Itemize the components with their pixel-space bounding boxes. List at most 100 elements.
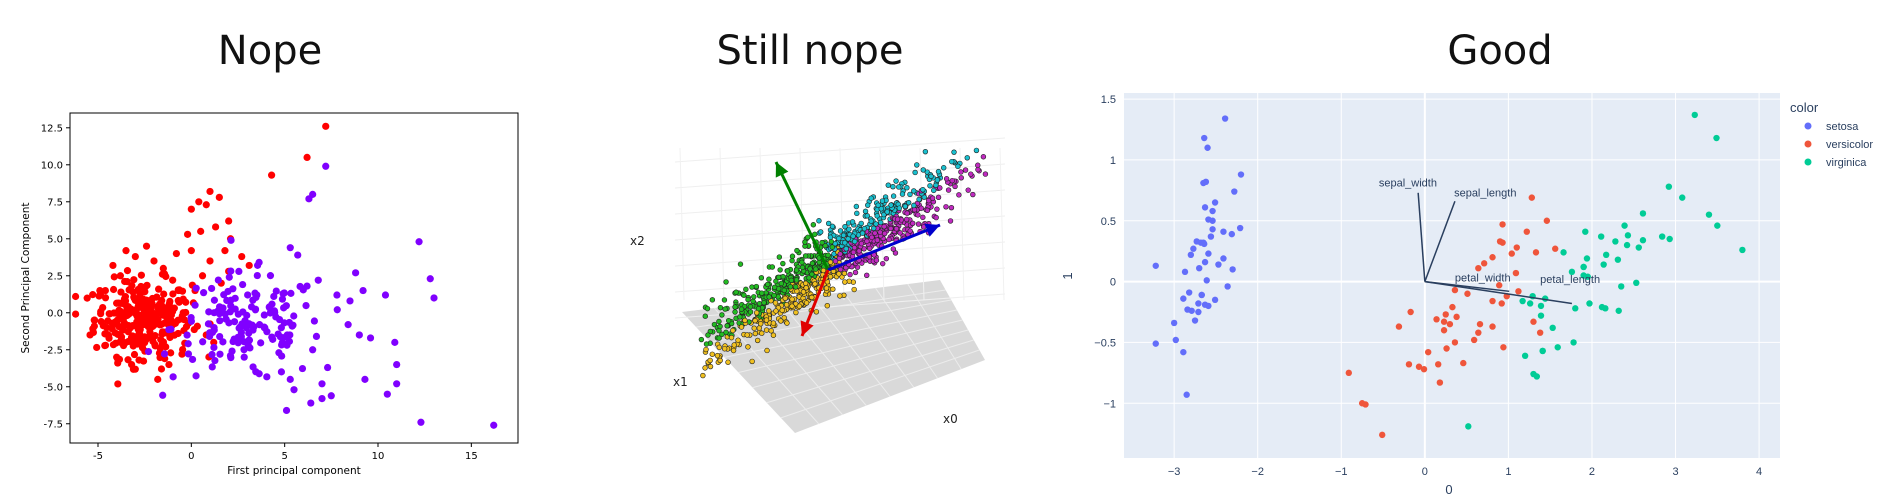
- right-point-virginica: [1658, 233, 1666, 240]
- left-point-purple: [366, 334, 375, 342]
- left-point-purple: [200, 289, 208, 297]
- left-point-red: [106, 310, 114, 318]
- left-point-red: [101, 294, 110, 302]
- title-right: Good: [1447, 28, 1553, 74]
- right-point-versicolor: [1433, 316, 1440, 323]
- left-point-red: [210, 338, 218, 346]
- left-point-red: [123, 311, 131, 320]
- mid-point-green: [737, 261, 744, 267]
- right-point-virginica: [1633, 279, 1640, 286]
- mid-back-grid: [674, 293, 1006, 319]
- left-point-purple: [160, 350, 169, 358]
- left-point-red: [198, 272, 207, 280]
- left-point-purple: [227, 267, 235, 275]
- left-point-red: [132, 296, 140, 304]
- left-point-purple: [263, 373, 271, 381]
- right-point-versicolor: [1528, 194, 1536, 201]
- right-point-virginica: [1530, 370, 1537, 378]
- right-point-setosa: [1224, 283, 1231, 290]
- left-point-red: [169, 290, 177, 298]
- left-point-red: [174, 286, 182, 294]
- mid-point-gold: [842, 279, 848, 285]
- mid-point-magenta: [943, 204, 949, 210]
- left-xtick-label: 10: [372, 451, 385, 462]
- left-point-purple: [227, 302, 235, 310]
- mid-point-green: [802, 239, 808, 245]
- right-point-virginica: [1519, 297, 1526, 305]
- right-point-versicolor: [1395, 323, 1403, 330]
- left-point-purple: [211, 356, 219, 365]
- left-point-purple: [302, 302, 310, 310]
- mid-point-gold: [770, 320, 777, 326]
- left-point-purple: [266, 272, 275, 280]
- right-ytick-label: 1: [1110, 155, 1116, 167]
- left-point-red: [169, 307, 177, 316]
- left-plot-frame: [69, 112, 519, 444]
- mid-point-green: [719, 312, 725, 318]
- left-point-purple: [286, 375, 294, 383]
- left-point-purple: [391, 338, 399, 346]
- right-ytick-label: 1.5: [1101, 94, 1116, 106]
- right-point-virginica: [1635, 244, 1642, 251]
- left-point-purple: [169, 373, 177, 381]
- mid-point-green: [709, 297, 716, 303]
- right-point-virginica: [1679, 194, 1686, 201]
- mid-point-gold: [700, 372, 706, 379]
- right-legend-marker-setosa: [1804, 122, 1812, 130]
- left-point-red: [135, 356, 143, 364]
- left-point-purple: [208, 350, 216, 359]
- right-point-setosa: [1236, 224, 1244, 232]
- right-point-setosa: [1183, 391, 1190, 398]
- right-point-versicolor: [1440, 318, 1448, 325]
- right-point-virginica: [1602, 251, 1610, 259]
- right-point-versicolor: [1536, 329, 1544, 336]
- left-ytick-label: 7.5: [47, 197, 63, 208]
- left-point-purple: [214, 276, 222, 284]
- left-point-red: [155, 285, 163, 293]
- mid-point-cyan: [864, 213, 870, 219]
- left-point-purple: [199, 338, 207, 346]
- left-point-purple: [216, 332, 224, 341]
- left-point-red: [154, 375, 162, 383]
- left-point-purple: [393, 360, 401, 369]
- mid-floor-grid: [780, 349, 980, 419]
- left-point-red: [187, 205, 195, 213]
- left-point-purple: [393, 380, 401, 388]
- left-point-purple: [255, 258, 263, 266]
- left-point-red: [142, 296, 150, 304]
- left-point-red: [151, 340, 159, 349]
- mid-floor-grid: [842, 291, 915, 388]
- mid-point-gold: [707, 363, 714, 370]
- mid-point-green: [764, 281, 771, 288]
- left-point-purple: [165, 326, 173, 334]
- left-point-purple: [276, 333, 285, 341]
- left-point-purple: [255, 321, 264, 329]
- right-point-virginica: [1537, 302, 1545, 310]
- right-point-virginica: [1597, 233, 1605, 240]
- right-point-versicolor: [1345, 369, 1352, 377]
- left-point-red: [130, 276, 138, 284]
- mid-point-cyan: [873, 221, 879, 227]
- mid-point-magenta: [975, 166, 981, 173]
- mid-point-gold: [813, 309, 820, 315]
- left-point-purple: [208, 363, 216, 371]
- right-point-setosa: [1195, 300, 1202, 307]
- mid-point-gold: [725, 359, 731, 365]
- mid-point-cyan: [907, 191, 913, 198]
- mid-point-magenta: [890, 246, 897, 252]
- left-point-purple: [244, 341, 252, 349]
- left-point-purple: [260, 311, 268, 319]
- left-point-purple: [236, 323, 244, 331]
- left-point-red: [146, 334, 154, 342]
- mid-point-cyan: [955, 163, 961, 170]
- right-xtick-label: 4: [1756, 466, 1762, 478]
- left-point-red: [115, 306, 123, 314]
- left-point-red: [158, 330, 166, 338]
- right-point-versicolor: [1449, 303, 1456, 311]
- right-loading-label: petal_width: [1455, 273, 1511, 285]
- right-xtick-label: 0: [1422, 466, 1428, 478]
- right-point-setosa: [1195, 308, 1202, 316]
- mid-point-gold: [823, 285, 830, 291]
- left-point-red: [104, 331, 112, 339]
- left-point-red: [206, 257, 214, 265]
